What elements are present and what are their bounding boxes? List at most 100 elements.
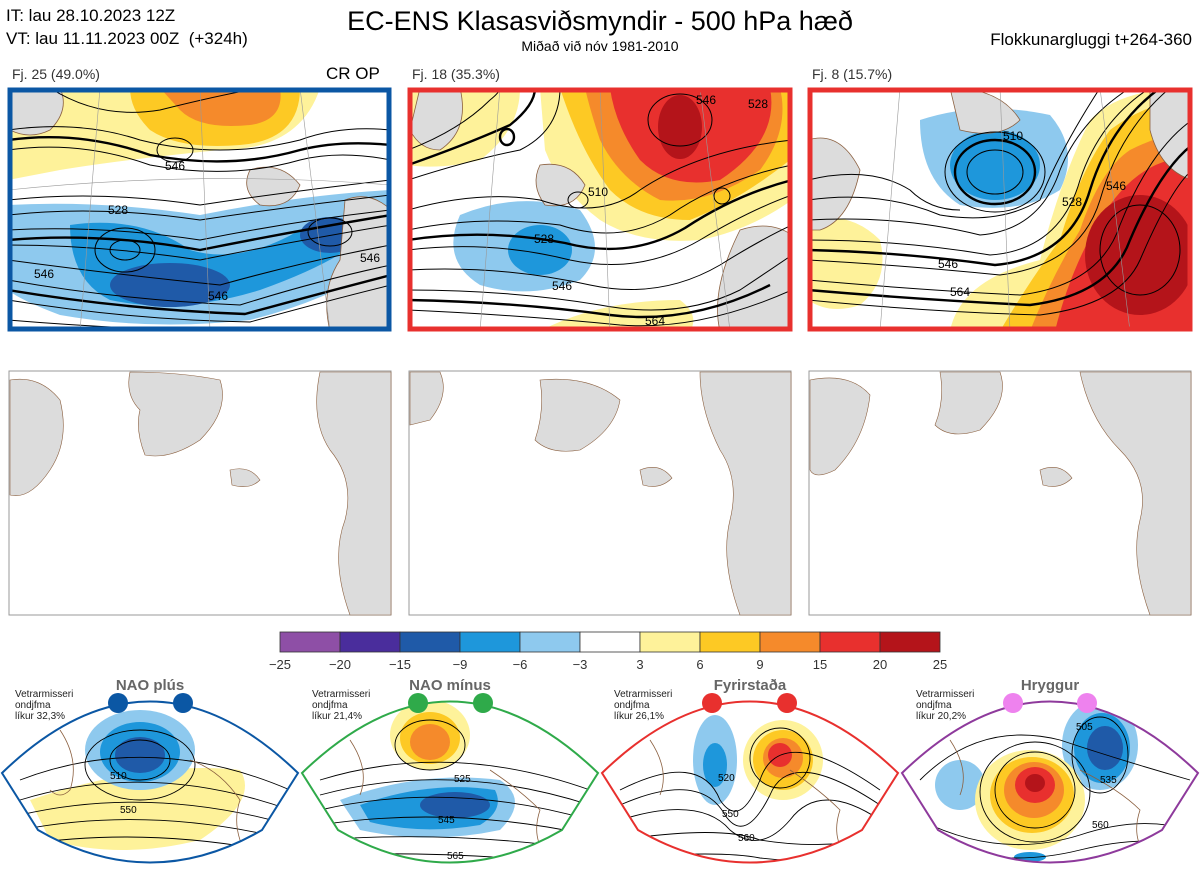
regime-info: Vetrarmisseri bbox=[312, 689, 370, 700]
regime-marker bbox=[173, 693, 193, 713]
regime-contour-label: 535 bbox=[1100, 775, 1117, 786]
regime-info: líkur 26,1% bbox=[614, 711, 664, 722]
regime-marker bbox=[108, 693, 128, 713]
regime-contour-label: 550 bbox=[722, 809, 739, 820]
cluster-3-contour-label: 546 bbox=[1106, 179, 1126, 193]
valid-time: VT: lau 11.11.2023 00Z (+324h) bbox=[6, 29, 248, 48]
colorbar-swatch bbox=[519, 631, 581, 653]
cluster-1-map bbox=[8, 88, 391, 331]
regime-marker bbox=[1003, 693, 1023, 713]
regime-contour-label: 510 bbox=[110, 771, 127, 782]
regime-contour-label: 550 bbox=[120, 805, 137, 816]
colorbar-swatch bbox=[639, 631, 701, 653]
cluster-2-frame bbox=[407, 87, 793, 332]
cluster-1-label: Fj. 25 (49.0%) bbox=[12, 66, 100, 82]
cluster-3-contour-label: 528 bbox=[1062, 195, 1082, 209]
init-time: IT: lau 28.10.2023 12Z bbox=[6, 6, 176, 25]
empty-map-1 bbox=[8, 370, 392, 616]
colorbar-swatch bbox=[339, 631, 401, 653]
colorbar-tick-label: 6 bbox=[696, 657, 703, 672]
regime-title: Fyrirstaða bbox=[714, 677, 787, 694]
regime-info: ondjfma bbox=[15, 700, 51, 711]
cluster-1-frame bbox=[7, 87, 392, 332]
colorbar-tick-label: 20 bbox=[873, 657, 887, 672]
cluster-1-tag: CR OP bbox=[326, 64, 380, 83]
cluster-2-contour-label: 546 bbox=[552, 279, 572, 293]
colorbar-swatch bbox=[279, 631, 341, 653]
regime-contour-label: 525 bbox=[454, 774, 471, 785]
regime-info: Vetrarmisseri bbox=[15, 689, 73, 700]
cluster-3-contour-label: 510 bbox=[1003, 129, 1023, 143]
header-info: IT: lau 28.10.2023 12Z VT: lau 11.11.202… bbox=[6, 4, 248, 50]
empty-map-2 bbox=[408, 370, 792, 616]
regime-marker bbox=[408, 693, 428, 713]
cluster-2-contour-label: 528 bbox=[748, 97, 768, 111]
classification-window: Flokkunargluggi t+264-360 bbox=[990, 30, 1192, 49]
colorbar-swatch bbox=[399, 631, 461, 653]
cluster-3-contour-label: 546 bbox=[938, 257, 958, 271]
page-subtitle: Miðað við nóv 1981-2010 bbox=[521, 38, 679, 54]
colorbar-tick-label: −9 bbox=[453, 657, 468, 672]
regime-title: Hryggur bbox=[1021, 677, 1080, 694]
cluster-1-contour-label: 546 bbox=[360, 251, 380, 265]
regime-contour-label: 560 bbox=[738, 833, 755, 844]
regime-info: ondjfma bbox=[916, 700, 952, 711]
regime-contour-label: 560 bbox=[1092, 820, 1109, 831]
cluster-1-contour-label: 546 bbox=[165, 159, 185, 173]
colorbar-tick-label: 25 bbox=[933, 657, 947, 672]
regime-marker bbox=[702, 693, 722, 713]
regime-marker bbox=[473, 693, 493, 713]
colorbar-swatch bbox=[759, 631, 821, 653]
regime-ridge-frame bbox=[900, 700, 1200, 864]
regime-marker bbox=[1077, 693, 1097, 713]
cluster-3-contour-label: 564 bbox=[950, 285, 970, 299]
regime-info: Vetrarmisseri bbox=[614, 689, 672, 700]
cluster-2-contour-label: 564 bbox=[645, 314, 665, 328]
regime-info: ondjfma bbox=[312, 700, 348, 711]
empty-map-3 bbox=[808, 370, 1192, 616]
regime-info: líkur 32,3% bbox=[15, 711, 65, 722]
colorbar-tick-label: −25 bbox=[269, 657, 291, 672]
regime-ridge: Hryggur Vetrarmisseri ondjfma líkur 20,2… bbox=[900, 677, 1200, 864]
cluster-2-contour-label: 546 bbox=[696, 93, 716, 107]
cluster-2-map bbox=[408, 88, 792, 331]
regime-contour-label: 565 bbox=[447, 851, 464, 862]
colorbar-swatch bbox=[819, 631, 881, 653]
colorbar-tick-label: 9 bbox=[756, 657, 763, 672]
cluster-3-frame bbox=[807, 87, 1193, 332]
regime-contour-label: 520 bbox=[718, 773, 735, 784]
regime-nao-plus-frame bbox=[0, 700, 300, 864]
regime-marker bbox=[777, 693, 797, 713]
regime-info: líkur 21,4% bbox=[312, 711, 362, 722]
colorbar-swatch bbox=[879, 631, 941, 653]
regime-info: Vetrarmisseri bbox=[916, 689, 974, 700]
cluster-2-contour-label: 510 bbox=[588, 185, 608, 199]
cluster-3-label: Fj. 8 (15.7%) bbox=[812, 66, 893, 82]
colorbar-tick-label: −20 bbox=[329, 657, 351, 672]
colorbar-swatch bbox=[459, 631, 521, 653]
regime-info: ondjfma bbox=[614, 700, 650, 711]
regime-title: NAO plús bbox=[116, 677, 184, 694]
regime-title: NAO mínus bbox=[409, 677, 491, 694]
cluster-1-contour-label: 528 bbox=[108, 203, 128, 217]
cluster-1-contour-label: 546 bbox=[208, 289, 228, 303]
regime-blocking-frame bbox=[600, 700, 900, 864]
colorbar-tick-label: −3 bbox=[573, 657, 588, 672]
colorbar-tick-label: 3 bbox=[636, 657, 643, 672]
regime-nao-plus: NAO plús Vetrarmisseri ondjfma líkur 32,… bbox=[0, 677, 300, 864]
colorbar-swatch bbox=[699, 631, 761, 653]
regime-blocking: Fyrirstaða Vetrarmisseri ondjfma líkur 2… bbox=[600, 677, 900, 864]
regime-nao-minus: NAO mínus Vetrarmisseri ondjfma líkur 21… bbox=[300, 677, 600, 864]
colorbar-tick-label: −15 bbox=[389, 657, 411, 672]
regime-info: líkur 20,2% bbox=[916, 711, 966, 722]
regime-contour-label: 505 bbox=[1076, 722, 1093, 733]
colorbar-tick-label: −6 bbox=[513, 657, 528, 672]
colorbar-swatch bbox=[579, 631, 641, 653]
cluster-1-contour-label: 546 bbox=[34, 267, 54, 281]
cluster-2-label: Fj. 18 (35.3%) bbox=[412, 66, 500, 82]
cluster-3-map bbox=[808, 88, 1192, 331]
page-title: EC-ENS Klasasviðsmyndir - 500 hPa hæð bbox=[347, 6, 853, 36]
regime-nao-minus-frame bbox=[300, 700, 600, 864]
colorbar: −25 −20 −15 −9 −6 −3 3 6 9 15 20 25 bbox=[269, 631, 947, 672]
